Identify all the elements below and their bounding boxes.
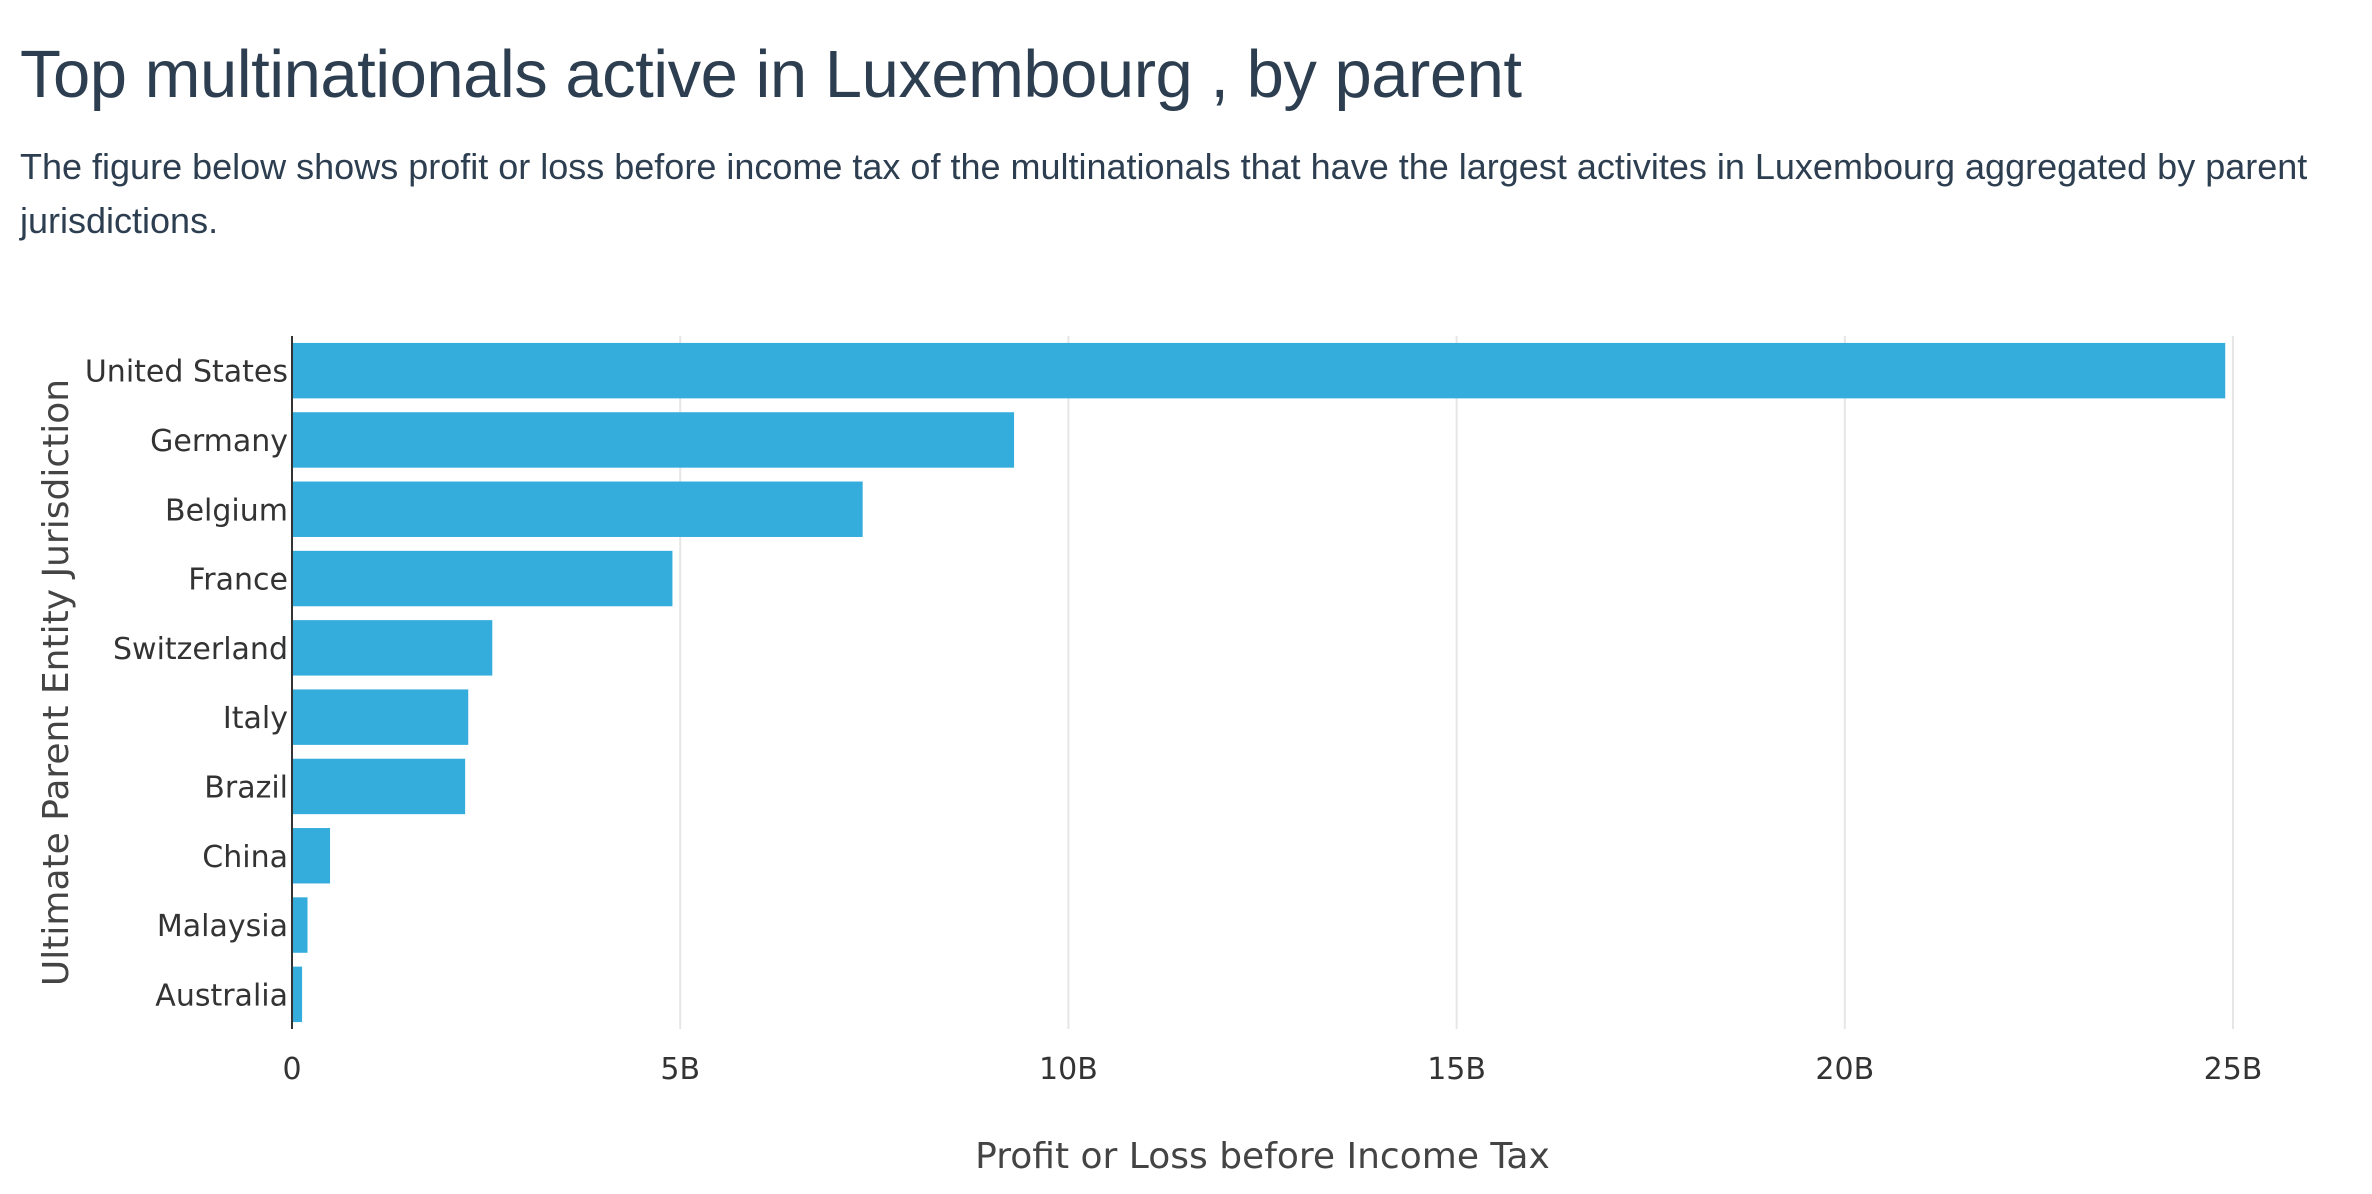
labels: 0 5B 10B 15B 20B 25B United States Germany Belgi… (85, 355, 2263, 1087)
page-title: Top multinationals active in Luxembourg … (20, 37, 1522, 112)
bars (292, 342, 2226, 1023)
bar (292, 966, 303, 1023)
y-category-label: Switzerland (113, 632, 288, 667)
bar (292, 689, 469, 745)
x-tick-label: 0 (282, 1052, 301, 1087)
x-tick-label: 10B (1039, 1052, 1098, 1087)
bar (292, 758, 466, 815)
y-category-label: Belgium (165, 493, 288, 528)
y-category-label: France (188, 563, 288, 598)
bar (292, 481, 863, 537)
x-tick-label: 25B (2204, 1052, 2263, 1087)
bar (292, 828, 331, 884)
y-category-label: Germany (150, 424, 288, 459)
x-tick-label: 15B (1427, 1052, 1486, 1087)
y-category-label: Italy (223, 701, 288, 736)
y-category-label: United States (85, 355, 288, 390)
x-tick-label: 20B (1815, 1052, 1874, 1087)
bar (292, 897, 308, 953)
bar (292, 412, 1015, 468)
y-category-label: China (202, 840, 288, 875)
y-category-label: Malaysia (157, 909, 288, 944)
x-axis-title: Profit or Loss before Income Tax (975, 1136, 1550, 1177)
bar (292, 620, 493, 676)
y-category-label: Brazil (204, 770, 288, 805)
y-axis-title: Ultimate Parent Entity Jurisdiction (36, 379, 77, 986)
x-tick-label: 5B (660, 1052, 700, 1087)
bar (292, 342, 2226, 399)
bar (292, 550, 673, 607)
y-category-label: Australia (155, 978, 288, 1013)
gridlines (679, 336, 2234, 1029)
page-subtitle: The figure below shows profit or loss be… (20, 146, 2308, 241)
